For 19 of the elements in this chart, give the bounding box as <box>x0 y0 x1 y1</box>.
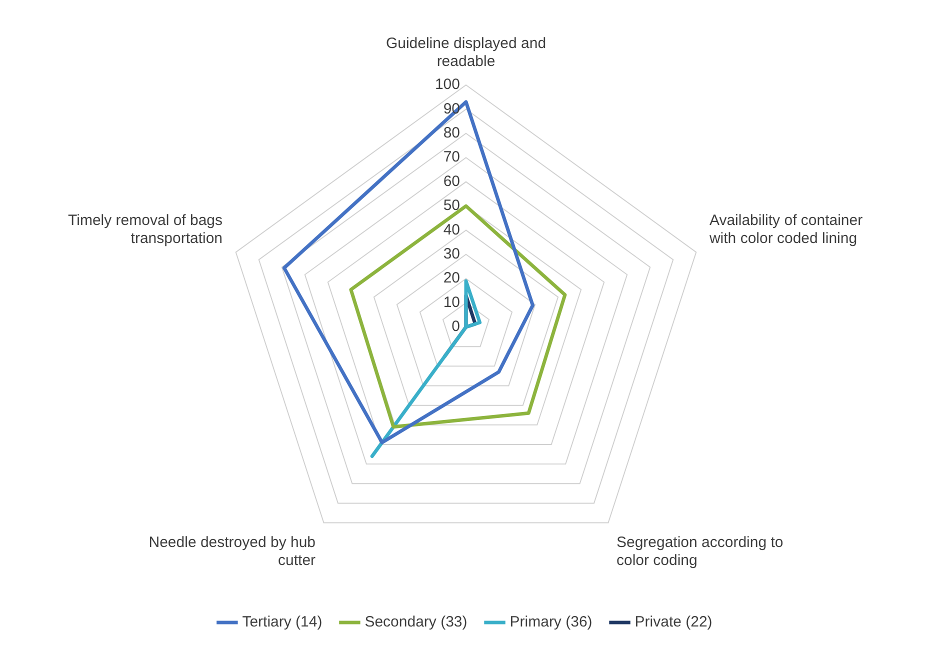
legend-label: Primary (36) <box>510 614 592 631</box>
y-tick-label: 80 <box>443 124 460 142</box>
y-tick-label: 40 <box>443 221 460 238</box>
y-tick-label: 10 <box>443 294 460 311</box>
y-tick-label: 60 <box>443 172 460 190</box>
legend-label: Private (22) <box>634 614 712 631</box>
y-tick-label: 50 <box>443 197 460 214</box>
y-tick-label: 20 <box>443 270 460 287</box>
y-tick-label: 70 <box>443 148 460 166</box>
spoke-label: Needle destroyed by hub cutter <box>148 534 316 570</box>
spoke-label: Availability of container with color coded lining <box>708 212 863 248</box>
y-tick-label: 100 <box>434 76 460 94</box>
legend-label: Secondary (33) <box>364 614 468 631</box>
spoke-label: Timely removal of bags transportation <box>68 212 223 248</box>
spoke-label: Guideline displayed and readable <box>386 35 546 70</box>
y-tick-label: 0 <box>452 318 460 336</box>
y-tick-label: 30 <box>443 246 460 263</box>
spoke-label: Segregation according to color coding <box>616 534 784 570</box>
legend-label: Tertiary (14) <box>242 614 322 631</box>
